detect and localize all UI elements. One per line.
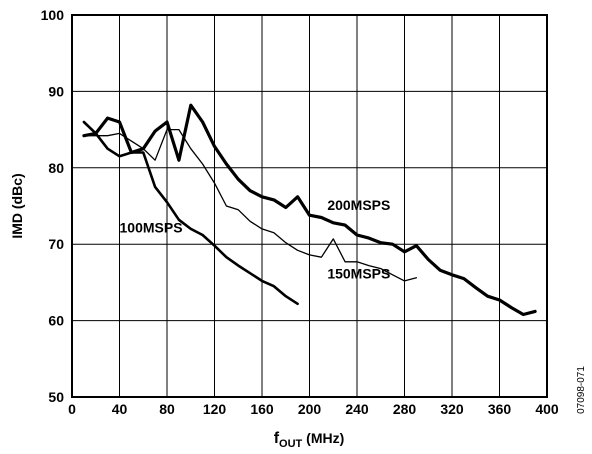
x-tick-labels: 0 40 80 120 160 200 240 280 320 360 400 — [68, 401, 559, 417]
y-tick-labels: 50 60 70 80 90 100 — [41, 7, 65, 405]
series-label-100msps: 100MSPS — [120, 220, 183, 236]
x-tick-label: 240 — [345, 401, 369, 417]
x-tick-label: 40 — [112, 401, 128, 417]
series-label-150msps: 150MSPS — [327, 266, 390, 282]
x-tick-label: 0 — [68, 401, 76, 417]
plot-frame — [71, 14, 548, 398]
x-tick-label: 280 — [393, 401, 417, 417]
series-label-200msps: 200MSPS — [327, 197, 390, 213]
figure-code: 07098-071 — [576, 366, 587, 414]
y-tick-label: 50 — [48, 389, 64, 405]
x-axis-label-sub: OUT — [279, 438, 303, 450]
x-axis-label: fOUT (MHz) — [274, 430, 345, 450]
grid — [72, 15, 547, 397]
x-tick-label: 160 — [250, 401, 274, 417]
series-annotations: 100MSPS 150MSPS 200MSPS — [120, 197, 391, 282]
y-axis-label: IMD (dBc) — [9, 173, 25, 238]
x-axis-label-main: f — [274, 430, 280, 447]
x-tick-label: 320 — [440, 401, 464, 417]
y-tick-label: 80 — [48, 160, 64, 176]
x-tick-label: 80 — [159, 401, 175, 417]
series-line-100msps — [82, 120, 299, 306]
series-line-150msps — [83, 128, 418, 282]
x-tick-label: 400 — [535, 401, 559, 417]
y-tick-label: 90 — [48, 83, 64, 99]
y-tick-label: 60 — [48, 313, 64, 329]
x-tick-label: 200 — [298, 401, 322, 417]
y-tick-label: 70 — [48, 236, 64, 252]
series-lines — [82, 103, 537, 317]
x-tick-label: 360 — [488, 401, 512, 417]
x-tick-label: 120 — [203, 401, 227, 417]
x-axis-label-unit: (MHz) — [302, 430, 344, 446]
series-line-200msps — [82, 103, 537, 317]
y-tick-label: 100 — [41, 7, 65, 23]
